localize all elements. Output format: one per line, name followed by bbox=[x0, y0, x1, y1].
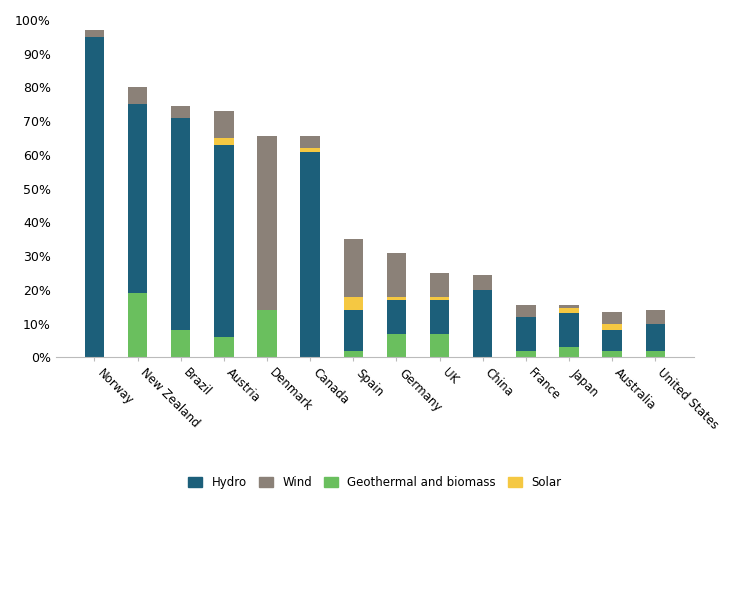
Bar bbox=[343, 297, 363, 310]
Bar bbox=[473, 290, 492, 357]
Bar bbox=[387, 253, 406, 297]
Bar bbox=[430, 333, 449, 357]
Bar bbox=[128, 293, 147, 357]
Bar bbox=[300, 136, 320, 148]
Bar bbox=[430, 300, 449, 333]
Bar bbox=[602, 324, 622, 330]
Bar bbox=[214, 145, 234, 337]
Bar bbox=[300, 148, 320, 151]
Bar bbox=[171, 106, 190, 118]
Bar bbox=[258, 310, 277, 357]
Bar bbox=[645, 351, 665, 357]
Bar bbox=[559, 313, 579, 347]
Bar bbox=[516, 351, 536, 357]
Bar bbox=[430, 273, 449, 297]
Bar bbox=[343, 239, 363, 297]
Bar bbox=[602, 312, 622, 324]
Bar bbox=[300, 151, 320, 357]
Bar bbox=[258, 136, 277, 310]
Bar bbox=[343, 310, 363, 351]
Bar bbox=[559, 308, 579, 313]
Bar bbox=[602, 351, 622, 357]
Bar bbox=[128, 88, 147, 104]
Bar bbox=[387, 297, 406, 300]
Bar bbox=[602, 330, 622, 351]
Bar bbox=[430, 297, 449, 300]
Bar bbox=[85, 37, 104, 357]
Bar bbox=[214, 111, 234, 138]
Bar bbox=[559, 347, 579, 357]
Bar bbox=[343, 351, 363, 357]
Bar bbox=[214, 138, 234, 145]
Bar bbox=[128, 104, 147, 293]
Legend: Hydro, Wind, Geothermal and biomass, Solar: Hydro, Wind, Geothermal and biomass, Sol… bbox=[184, 471, 566, 493]
Bar bbox=[516, 317, 536, 351]
Bar bbox=[171, 330, 190, 357]
Bar bbox=[645, 310, 665, 324]
Bar bbox=[85, 30, 104, 37]
Bar bbox=[214, 337, 234, 357]
Bar bbox=[387, 300, 406, 333]
Bar bbox=[645, 324, 665, 351]
Bar bbox=[387, 333, 406, 357]
Bar bbox=[559, 305, 579, 308]
Bar bbox=[516, 305, 536, 317]
Bar bbox=[171, 118, 190, 330]
Bar bbox=[473, 275, 492, 290]
